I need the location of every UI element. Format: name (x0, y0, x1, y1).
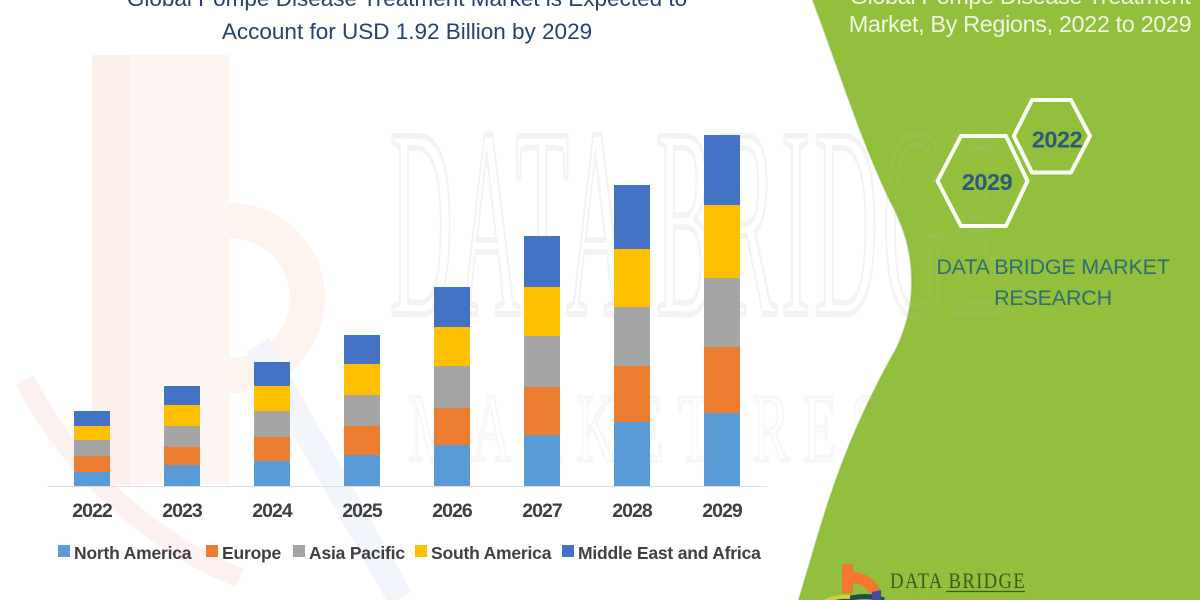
svg-text:2022: 2022 (1032, 127, 1083, 153)
svg-text:2029: 2029 (962, 169, 1013, 195)
svg-text:MARKET RESEARCH: MARKET RESEARCH (890, 597, 1030, 600)
svg-text:DATA BRIDGE: DATA BRIDGE (890, 568, 1026, 593)
